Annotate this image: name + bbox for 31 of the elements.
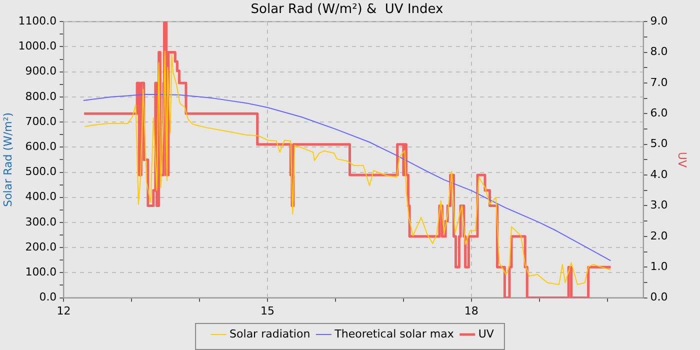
y-tick-label: 200.0 [25, 240, 57, 254]
y-tick-label: 300.0 [25, 215, 57, 228]
legend-label: Solar radiation [230, 327, 310, 340]
x-tick-label: 12 [56, 304, 71, 318]
y-tick-label: 1000.0 [18, 40, 57, 53]
y-tick-label: 0.0 [39, 290, 57, 304]
x-tick-label: 18 [464, 304, 478, 318]
y-axis-title: Solar Rad (W/m²) [1, 112, 14, 207]
y2-tick-label: 0.0 [650, 290, 668, 304]
y2-tick-label: 9.0 [650, 14, 668, 28]
y2-tick-label: 2.0 [650, 229, 668, 242]
x-tick-label: 15 [260, 304, 275, 318]
legend-label: UV [478, 327, 494, 340]
y2-axis-title: UV [676, 152, 689, 168]
y-tick-label: 100.0 [25, 266, 57, 279]
y-tick-label: 600.0 [25, 140, 57, 154]
y2-tick-label: 8.0 [650, 45, 668, 58]
y2-tick-label: 4.0 [650, 168, 668, 181]
y-tick-label: 500.0 [25, 165, 57, 178]
y-tick-label: 900.0 [25, 64, 57, 78]
chart-title: Solar Rad (W/m²) & UV Index [250, 2, 444, 18]
y2-tick-label: 7.0 [650, 76, 668, 89]
y2-tick-label: 5.0 [650, 137, 668, 150]
y-tick-label: 700.0 [25, 114, 57, 128]
y2-tick-label: 1.0 [650, 260, 668, 273]
y-tick-label: 1100.0 [18, 14, 57, 28]
legend-label: Theoretical solar max [334, 327, 454, 340]
y2-tick-label: 3.0 [650, 198, 668, 212]
y2-tick-label: 6.0 [650, 106, 668, 120]
y-tick-label: 800.0 [25, 90, 57, 103]
y-tick-label: 400.0 [25, 190, 57, 204]
